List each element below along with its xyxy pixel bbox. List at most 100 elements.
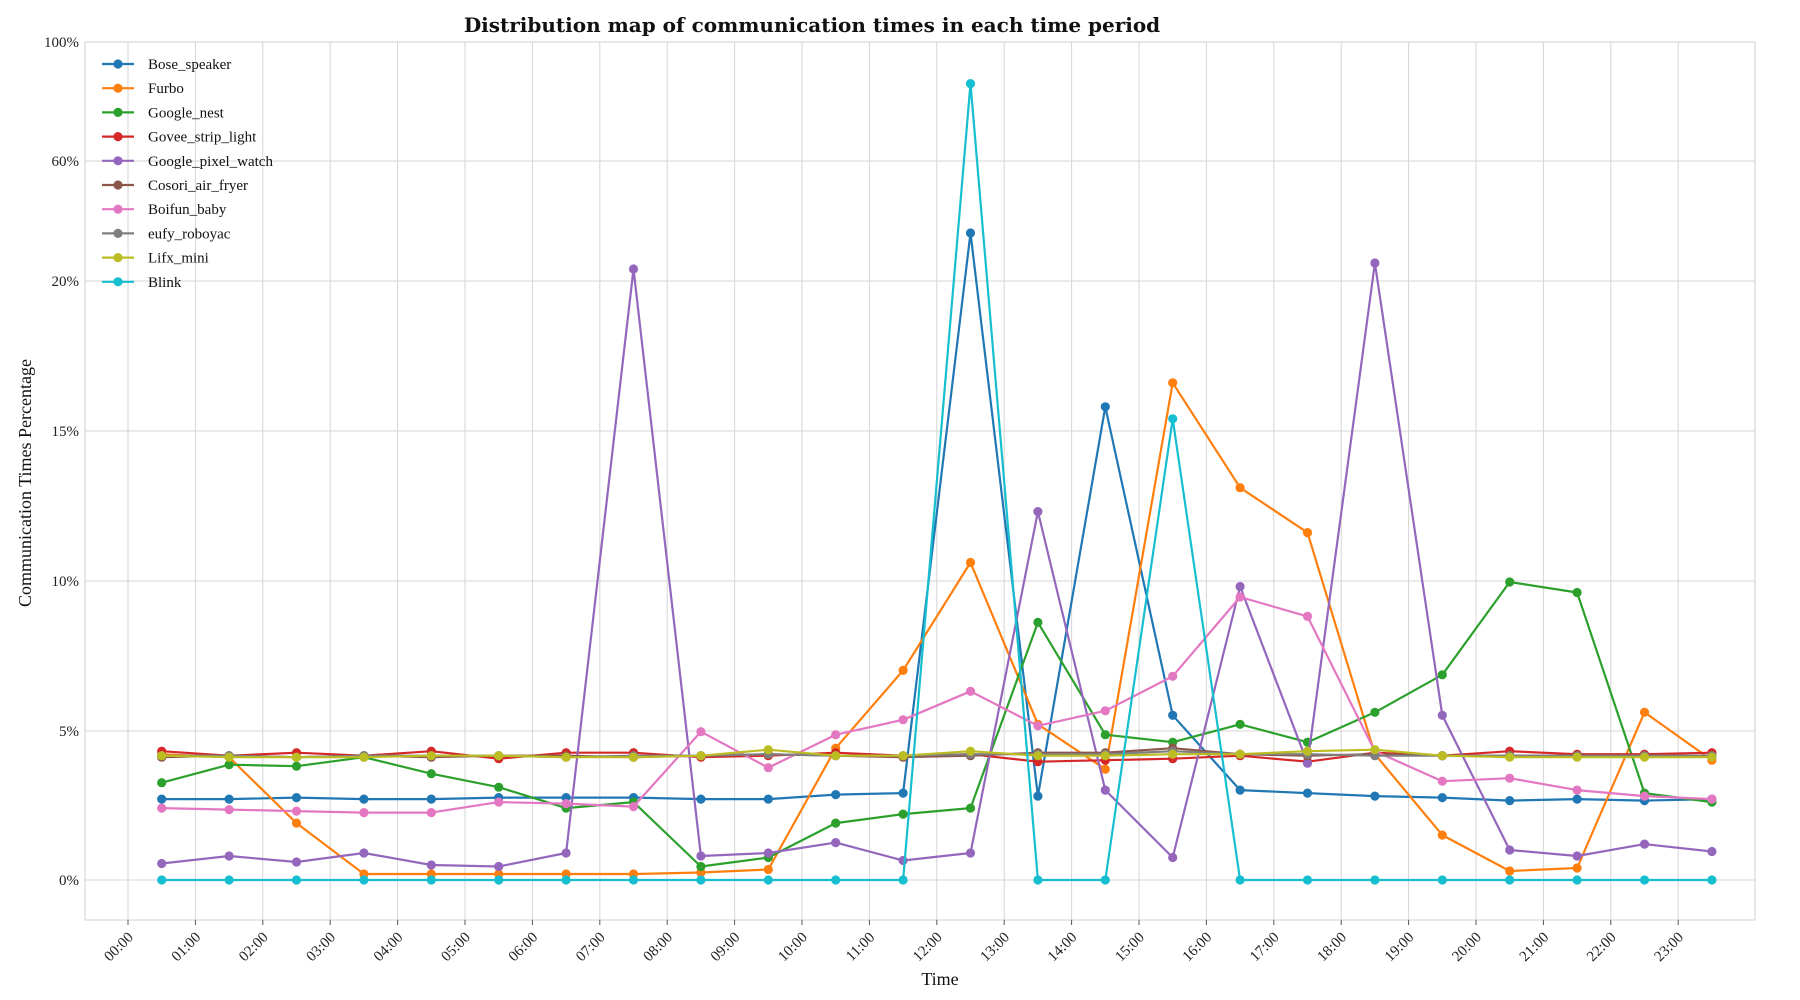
y-tick-label: 10% bbox=[52, 574, 80, 590]
data-point bbox=[291, 752, 302, 762]
data-point bbox=[1505, 577, 1515, 587]
data-point bbox=[157, 803, 167, 813]
y-tick-label: 100% bbox=[44, 35, 79, 51]
x-tick-label: 23:00 bbox=[1652, 930, 1687, 965]
tick-labels: 00:00 01:00 02:00 03:00 04:00 05:00 06:00 07:00… bbox=[44, 35, 1687, 965]
data-point bbox=[426, 875, 436, 885]
data-point bbox=[1033, 617, 1043, 628]
data-point bbox=[898, 788, 908, 798]
x-tick-label: 05:00 bbox=[438, 930, 473, 965]
x-tick-label: 18:00 bbox=[1315, 930, 1350, 965]
data-point bbox=[157, 875, 167, 885]
data-point bbox=[1235, 785, 1245, 795]
data-point bbox=[1437, 830, 1447, 840]
data-point bbox=[1033, 721, 1043, 731]
legend-item: Google_nest bbox=[102, 105, 225, 121]
data-point bbox=[1100, 730, 1110, 740]
x-tick-label: 15:00 bbox=[1112, 930, 1147, 965]
data-point bbox=[898, 875, 908, 885]
data-point bbox=[763, 848, 773, 858]
series-lifx-mini bbox=[157, 745, 1717, 762]
data-point bbox=[831, 790, 841, 800]
data-point bbox=[1302, 788, 1313, 798]
legend-label: Blink bbox=[148, 275, 182, 291]
x-tick-label: 21:00 bbox=[1517, 930, 1552, 965]
data-point bbox=[426, 769, 436, 779]
data-point bbox=[1302, 758, 1313, 768]
data-point bbox=[1505, 845, 1515, 855]
y-tick-label: 20% bbox=[52, 274, 80, 290]
legend-label: Furbo bbox=[148, 81, 184, 97]
x-tick-label: 13:00 bbox=[978, 930, 1013, 965]
data-point bbox=[224, 851, 234, 861]
data-point bbox=[1707, 752, 1717, 762]
data-point bbox=[965, 557, 976, 568]
data-point bbox=[965, 228, 976, 238]
series-line bbox=[161, 595, 1712, 814]
y-axis-label: Communication Times Percentage bbox=[15, 359, 35, 607]
series-line bbox=[161, 748, 1712, 759]
data-point bbox=[561, 752, 571, 762]
legend-item: eufy_roboyac bbox=[102, 226, 231, 242]
data-point bbox=[628, 752, 639, 762]
data-point bbox=[831, 875, 841, 885]
data-point bbox=[831, 818, 841, 828]
data-point bbox=[561, 848, 571, 858]
data-point bbox=[1033, 751, 1043, 761]
data-point bbox=[1100, 875, 1110, 885]
data-point bbox=[1639, 875, 1650, 885]
x-tick-label: 17:00 bbox=[1247, 930, 1282, 965]
data-point bbox=[1235, 592, 1245, 602]
data-point bbox=[224, 752, 234, 762]
data-point bbox=[696, 727, 706, 737]
data-point bbox=[1302, 528, 1313, 538]
data-point bbox=[291, 793, 302, 803]
data-point bbox=[1437, 875, 1447, 885]
data-point bbox=[1168, 710, 1178, 720]
data-point bbox=[1100, 785, 1110, 795]
data-point bbox=[494, 797, 504, 807]
data-point bbox=[1100, 706, 1110, 716]
plot-frame bbox=[84, 41, 1756, 921]
data-point bbox=[763, 864, 773, 875]
data-point bbox=[157, 751, 167, 761]
data-point bbox=[1437, 670, 1447, 680]
legend-swatch-marker bbox=[113, 228, 123, 238]
data-point bbox=[494, 751, 504, 761]
data-point bbox=[157, 858, 167, 869]
x-tick-label: 01:00 bbox=[169, 930, 204, 965]
data-point bbox=[1572, 785, 1582, 795]
legend-label: Cosori_air_fryer bbox=[148, 178, 248, 194]
data-point bbox=[831, 751, 841, 761]
data-point bbox=[831, 838, 841, 848]
x-tick-label: 10:00 bbox=[775, 930, 810, 965]
legend-label: Govee_strip_light bbox=[148, 130, 257, 146]
data-point bbox=[1437, 751, 1447, 761]
data-point bbox=[965, 746, 976, 756]
legend-swatch-marker bbox=[113, 277, 123, 287]
data-point bbox=[359, 808, 369, 818]
data-point bbox=[426, 751, 436, 761]
data-point bbox=[1639, 791, 1650, 801]
data-point bbox=[359, 875, 369, 885]
data-point bbox=[696, 794, 706, 804]
legend-swatch-marker bbox=[113, 180, 123, 190]
data-point bbox=[1033, 791, 1043, 801]
series-google-pixel-watch bbox=[157, 258, 1717, 872]
data-point bbox=[1033, 875, 1043, 885]
data-point bbox=[1572, 794, 1582, 804]
data-point bbox=[1572, 863, 1582, 873]
data-point bbox=[1505, 866, 1515, 876]
data-point bbox=[1505, 875, 1515, 885]
data-point bbox=[494, 782, 504, 792]
data-point bbox=[494, 875, 504, 885]
data-point bbox=[1505, 796, 1515, 806]
data-point bbox=[157, 778, 167, 788]
data-point bbox=[1168, 852, 1178, 863]
data-point bbox=[763, 763, 773, 773]
legend-item: Boifun_baby bbox=[102, 202, 227, 218]
data-point bbox=[898, 715, 908, 725]
data-point bbox=[224, 875, 234, 885]
